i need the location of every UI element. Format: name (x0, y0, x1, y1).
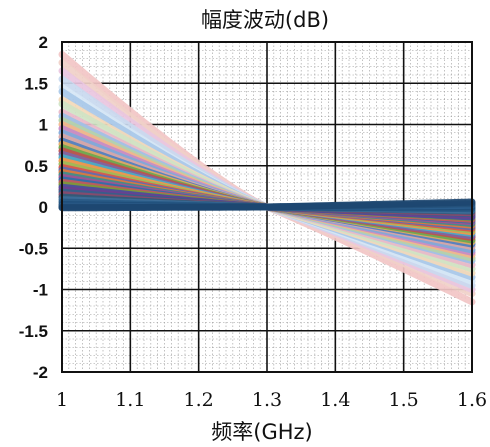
y-tick-label: -2 (33, 363, 48, 382)
x-axis-label: 频率(GHz) (211, 420, 312, 444)
y-tick-label: 1 (39, 116, 48, 135)
y-tick-label: -1 (33, 281, 48, 300)
x-tick-label: 1.4 (320, 389, 350, 411)
x-axis-ticks: 1 1.1 1.2 1.3 1.4 1.5 1.6 (56, 389, 487, 411)
plot-frame (61, 41, 473, 373)
x-tick-label: 1.1 (115, 389, 145, 411)
y-axis-ticks: 2 1.5 1 0.5 0 -0.5 -1 -1.5 -2 (19, 33, 48, 382)
x-tick-label: 1.2 (184, 389, 214, 411)
y-tick-label: -1.5 (19, 322, 48, 341)
y-tick-label: 2 (39, 33, 48, 52)
x-tick-label: 1 (56, 389, 68, 411)
series-line (58, 198, 476, 212)
y-tick-label: 0 (39, 198, 48, 217)
x-tick-label: 1.3 (252, 389, 282, 411)
y-tick-label: 0.5 (24, 157, 48, 176)
series-layer (58, 50, 476, 306)
y-tick-label: 1.5 (24, 74, 48, 93)
y-tick-label: -0.5 (19, 239, 48, 258)
x-tick-label: 1.6 (457, 389, 487, 411)
chart-title: 幅度波动(dB) (201, 8, 329, 32)
x-tick-label: 1.5 (389, 389, 419, 411)
